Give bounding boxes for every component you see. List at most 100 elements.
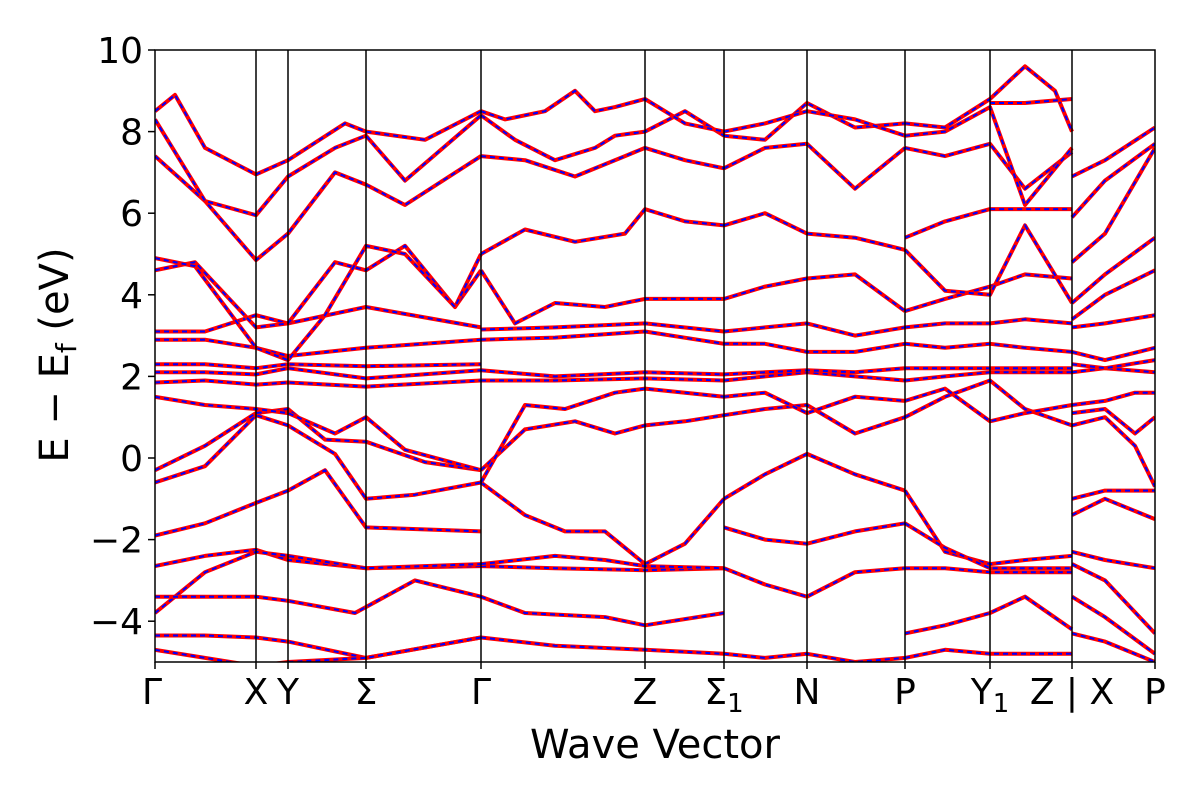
band-line-53 [904,594,1074,636]
band-line-62 [903,223,1074,305]
band-line-dashed-28 [480,330,725,345]
y-tick-label: 10 [97,31,143,72]
band-line-dashed-69 [1071,489,1155,500]
band-line-dashed-22 [480,565,725,572]
band-line-dashed-2 [155,395,482,472]
band-line-dashed-36 [723,567,906,598]
band-line-dashed-72 [1071,595,1155,655]
band-line-dashed-21 [480,387,725,483]
kpoint-lines [255,50,1073,662]
band-line-dashed-84 [1071,142,1155,218]
band-line-49 [723,109,906,138]
band-line-dashed-1 [155,407,482,472]
band-line-dashed-16 [155,155,482,262]
band-line-dashed-64 [904,142,1073,191]
band-line-50 [903,489,1073,567]
band-line-dashed-27 [480,369,725,378]
band-line-dashed-74 [1071,416,1155,488]
band-line-dashed-51 [904,522,1072,570]
band-line-dashed-26 [481,377,725,382]
band-line-dashed-5 [155,550,482,614]
band-line-79 [1071,345,1155,363]
y-tick-label: 2 [120,357,143,398]
x-axis-title: Wave Vector [530,722,781,768]
band-line-19 [479,480,726,567]
band-line-dashed-24 [480,595,725,627]
band-line-dashed-76 [1071,391,1155,406]
band-line-dashed-70 [1071,550,1155,570]
band-line-dashed-81 [1071,269,1155,321]
band-line-dashed-68 [1071,497,1155,521]
band-line-dashed-40 [723,391,906,415]
band-line-dashed-23 [480,554,725,570]
band-line-65 [904,105,1074,207]
band-line-dashed-65 [904,105,1073,207]
x-tick-label: Y1 [970,672,1010,719]
band-line-63 [904,207,1072,240]
band-line-dashed-82 [1071,236,1155,304]
band-line-dashed-18 [155,93,482,176]
band-line-dashed-7 [155,634,482,659]
x-tick-label: P [1144,672,1166,713]
band-line-dashed-78 [1071,359,1155,370]
x-tick-label: Σ1 [704,672,743,719]
band-line-dashed-17 [155,114,482,217]
band-line-45 [723,272,907,313]
band-line-dashed-67 [990,98,1073,104]
band-line-dashed-46 [723,212,906,251]
band-line-dashed-6 [155,579,482,615]
y-axis-title: E − Ef (eV) [32,247,83,462]
x-tick-label: P [894,672,916,713]
band-line-dashed-9 [155,379,482,388]
band-line-dashed-75 [1071,407,1155,435]
band-line-dashed-47 [723,142,906,191]
band-line-32 [480,145,725,179]
x-tick-label: Z [633,672,658,713]
band-line-dashed-33 [480,110,725,162]
bands-layer [155,64,1155,662]
band-line-dashed-77 [1071,367,1155,374]
band-line-dashed-66 [904,64,1073,132]
band-line-3 [155,468,482,538]
y-axis-ticks: 10 8 6 4 2 0 −2 −4 [90,31,155,643]
band-line-20 [479,413,725,472]
band-line-dashed-20 [480,414,725,471]
y-tick-label: 8 [120,113,143,154]
band-line-31 [480,207,725,256]
band-line-dashed-31 [480,207,725,255]
band-line-36 [723,566,906,599]
x-tick-label: N [794,672,821,713]
band-line-59 [904,341,1073,354]
band-line-35 [722,451,906,501]
band-line-dashed-30 [480,269,724,325]
band-line-dashed-80 [1071,314,1155,329]
band-line-dashed-71 [1071,563,1155,635]
band-line-47 [723,141,907,191]
band-line-37 [723,521,906,546]
y-tick-label: −4 [90,602,143,643]
band-line-dashed-83 [1071,147,1155,263]
band-line-dashed-15 [155,244,482,362]
band-line-78 [1071,358,1155,371]
plot-frame [154,49,1156,663]
band-line-dashed-34 [480,89,725,133]
band-line-dashed-29 [480,322,725,333]
y-tick-label: 0 [120,439,143,480]
band-line-dashed-63 [904,208,1072,239]
x-tick-label: X [244,672,269,713]
y-tick-label: −2 [90,521,143,562]
y-tick-label: 6 [120,194,143,235]
x-tick-label: Y [276,672,300,713]
x-tick-label: Σ [355,672,378,713]
band-line-16 [155,154,483,263]
band-line-18 [155,92,482,177]
band-line-dashed-19 [480,481,725,566]
x-tick-label: Γ [142,672,162,713]
band-line-48 [723,101,906,142]
x-tick-label: Γ [471,672,491,713]
band-line-dashed-13 [155,305,482,333]
band-line-64 [904,141,1074,191]
band-line-82 [1070,236,1155,305]
band-line-dashed-12 [155,338,482,358]
